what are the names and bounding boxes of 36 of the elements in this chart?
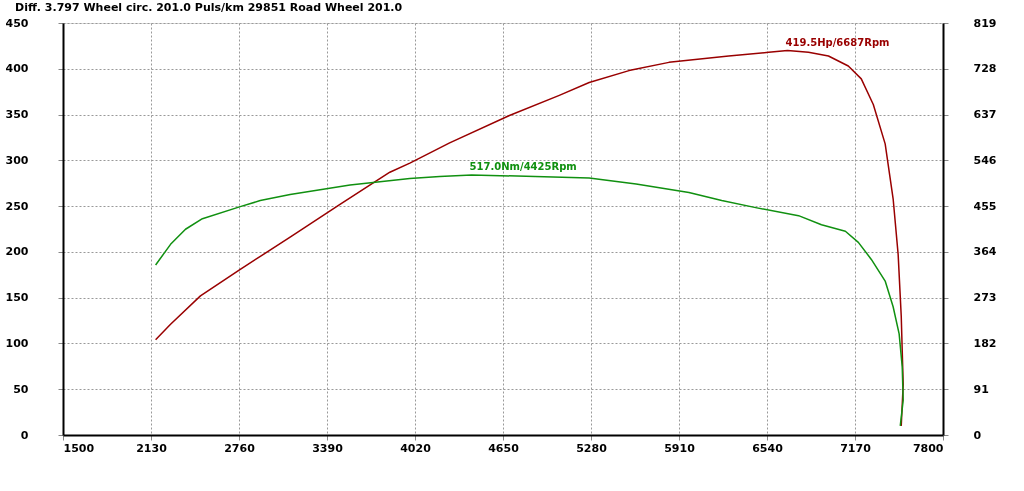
- x-tick-label: 1500: [63, 441, 95, 455]
- y-tick-label: 100: [5, 336, 29, 350]
- x-tick-label: 7800: [912, 441, 944, 455]
- y-tick-label: 250: [5, 199, 29, 213]
- chart-title: Diff. 3.797 Wheel circ. 201.0 Puls/km 29851 Road Wheel 201.0: [15, 1, 403, 14]
- y-tick-label: 50: [13, 382, 29, 396]
- line-series: [154, 49, 904, 427]
- y-tick-label: 150: [5, 291, 29, 305]
- y2-tick-label: 819: [973, 16, 997, 30]
- y2-tick-label: 182: [973, 336, 997, 350]
- x-tick-label: 5910: [664, 441, 696, 455]
- x-tick-label: 5280: [576, 441, 608, 455]
- x-tick-label: 6540: [752, 441, 784, 455]
- annotation: 517.0Nm/4425Rpm: [469, 160, 577, 172]
- y2-tick-label: 546: [973, 153, 997, 167]
- y2-tick-label: 91: [973, 382, 989, 396]
- y-tick-label: 0: [20, 428, 29, 442]
- y-tick-label: 350: [5, 108, 29, 122]
- y2-tick-label: 637: [973, 108, 997, 122]
- x-tick-label: 2760: [224, 441, 256, 455]
- y2-tick-label: 455: [973, 199, 997, 213]
- y2-tick-label: 0: [973, 428, 982, 442]
- x-tick-label: 3390: [312, 441, 344, 455]
- annotation: 419.5Hp/6687Rpm: [785, 36, 890, 48]
- x-tick-label: 2130: [136, 441, 168, 455]
- y2-tick-label: 728: [973, 62, 997, 76]
- x-tick-label: 7170: [840, 441, 872, 455]
- y-tick-label: 450: [5, 16, 29, 30]
- y-tick-label: 400: [5, 62, 29, 76]
- line-series: [154, 174, 904, 427]
- y-tick-label: 200: [5, 245, 29, 259]
- y2-tick-label: 273: [973, 291, 997, 305]
- y-tick-label: 300: [5, 153, 29, 167]
- x-tick-label: 4650: [488, 441, 520, 455]
- y2-tick-label: 364: [973, 245, 997, 259]
- x-tick-label: 4020: [400, 441, 432, 455]
